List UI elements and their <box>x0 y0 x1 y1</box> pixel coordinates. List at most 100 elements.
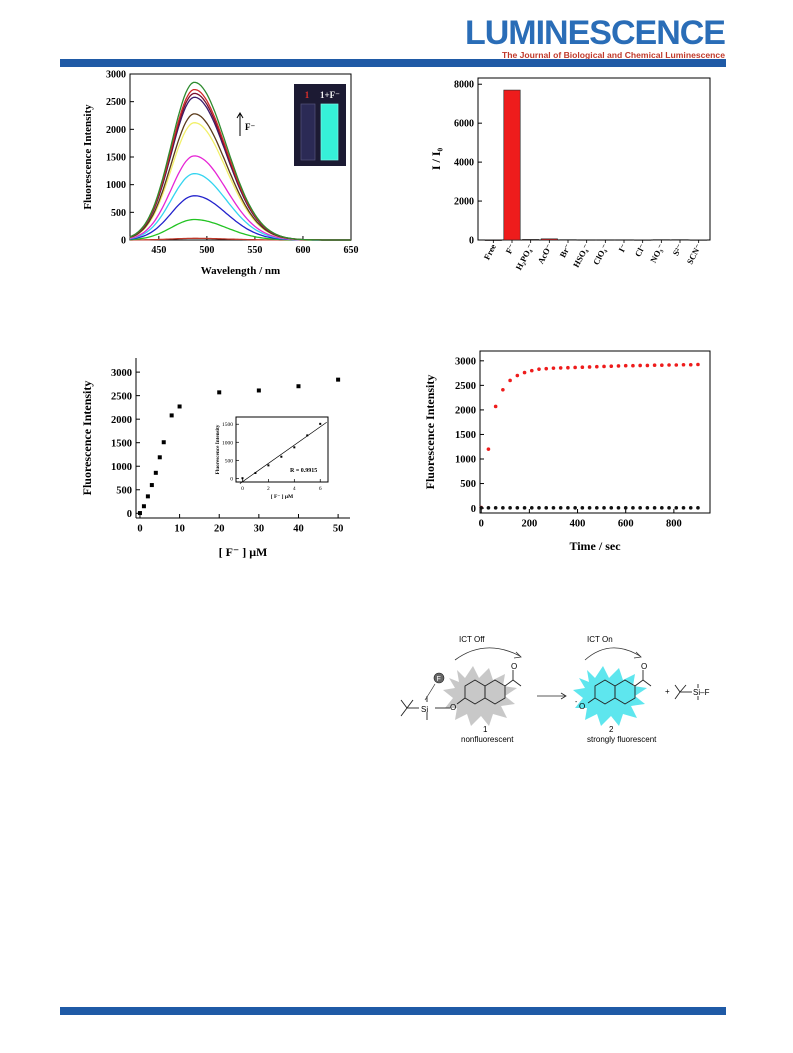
inset-point-6 <box>306 434 309 437</box>
y-tick-label: 3000 <box>111 368 132 379</box>
series-1-point-22 <box>631 363 635 368</box>
data-point-2 <box>141 504 146 509</box>
x-tick-label: 550 <box>247 245 262 256</box>
series-2-point-17 <box>595 506 599 510</box>
category-label: AcO⁻ <box>535 242 554 265</box>
series-1-point-2 <box>486 447 491 451</box>
kinetics-chart: 0 500 1000 1500 2000 2500 3000 0 200 400 600 800 Flu… <box>423 350 711 553</box>
inset-point-7 <box>319 422 322 425</box>
y-tick-label: 2000 <box>111 415 132 426</box>
y-tick-label: 3000 <box>455 356 476 367</box>
series-1-point-11 <box>551 366 556 370</box>
emission-spectra-chart: 0 500 1000 1500 2000 2500 3000 450 500 550 600 650 F… <box>82 70 359 277</box>
category-label: Free <box>482 242 499 261</box>
x-tick-label: 0 <box>137 524 142 535</box>
x-axis-label: Time / sec <box>569 539 621 553</box>
data-point-8 <box>169 413 174 418</box>
si-f-label: Si–F <box>693 688 710 697</box>
y-tick-label: 2500 <box>106 97 126 108</box>
inset-x-tick-label: 0 <box>241 486 244 492</box>
series-1-point-28 <box>674 363 679 367</box>
series-2-point-15 <box>580 506 585 510</box>
series-1-point-8 <box>529 368 534 373</box>
ketone-oxygen-1: O <box>511 662 517 671</box>
bar-2 <box>503 89 521 241</box>
series-1-point-12 <box>558 366 563 370</box>
fluoride-ion-icon <box>433 672 445 684</box>
photo-label-2: 1+F⁻ <box>320 90 340 100</box>
series-2-point-22 <box>631 506 635 510</box>
inset-y-tick-label: 1000 <box>222 440 233 446</box>
phenolate-oxygen: O <box>579 702 585 711</box>
series-1-point-13 <box>566 365 570 370</box>
x-tick-label: 10 <box>174 524 185 535</box>
category-label: Br⁻ <box>557 242 572 259</box>
series-2-point-1 <box>479 506 484 510</box>
series-1-point-15 <box>580 365 585 369</box>
journal-subtitle: The Journal of Biological and Chemical L… <box>501 50 725 60</box>
series-2-point-28 <box>674 506 679 510</box>
y-tick-label: 1500 <box>111 438 132 449</box>
data-point-9 <box>177 404 182 409</box>
y-tick-label: 1000 <box>111 462 132 473</box>
plot-frame <box>235 416 329 483</box>
y-tick-label: 1500 <box>106 153 126 164</box>
phenolate-charge: - <box>575 699 578 706</box>
compound-2-label: strongly fluorescent <box>587 735 657 744</box>
y-tick-label: 8000 <box>454 80 474 91</box>
y-tick-label: 1500 <box>455 430 476 441</box>
series-1-point-30 <box>688 362 693 367</box>
category-label: F⁻ <box>503 242 516 255</box>
inset-point-4 <box>280 455 283 458</box>
inset-x-tick-label: 4 <box>293 486 296 492</box>
naphthalene-structure-2 <box>587 670 652 705</box>
x-tick-label: 800 <box>666 519 682 530</box>
x-axis-label: Wavelength / nm <box>201 265 280 277</box>
cuvette-free <box>300 103 316 161</box>
reaction-scheme: ICT Off O O Si F 1 nonfluorescent ICT On <box>400 635 710 744</box>
selectivity-bar-chart: 0 2000 4000 6000 8000 I / I₀ Free F⁻H₂PO₄⁻ AcO⁻ B… <box>429 77 711 272</box>
naphthalene-structure-1 <box>456 670 522 705</box>
data-point-13 <box>336 377 341 382</box>
series-1-point-5 <box>508 378 512 383</box>
series-2-point-19 <box>609 506 614 510</box>
titration-arrow-label: F⁻ <box>245 122 255 132</box>
y-tick-label: 500 <box>116 485 132 496</box>
x-tick-label: 0 <box>479 519 484 530</box>
data-point-12 <box>296 384 301 389</box>
titration-arrow-head <box>236 112 244 119</box>
y-tick-label: 2000 <box>454 197 474 208</box>
y-tick-label: 4000 <box>454 158 474 169</box>
series-2-point-14 <box>573 506 577 510</box>
series-1-point-20 <box>616 364 621 368</box>
series-1-point-27 <box>667 363 671 367</box>
series-2-point-29 <box>681 506 686 510</box>
series-1-point-7 <box>522 370 527 375</box>
category-label: H₂PO₄⁻ <box>513 242 535 271</box>
ict-off-arrow <box>454 647 521 661</box>
compound-1-number: 1 <box>483 725 488 734</box>
journal-title: LUMINESCENCE <box>464 14 726 52</box>
series-1-point-19 <box>609 364 614 369</box>
series-2-point-25 <box>652 506 657 510</box>
series-1-point-10 <box>544 366 549 371</box>
journal-brand: LUMINESCENCE The Journal of Biological a… <box>464 14 726 60</box>
data-point-11 <box>256 388 261 393</box>
y-tick-label: 0 <box>121 236 126 247</box>
series-1-point-14 <box>573 365 577 370</box>
x-tick-label: 600 <box>618 519 634 530</box>
tbsf-structure <box>674 684 699 700</box>
x-tick-label: 50 <box>333 524 344 535</box>
inset-point-3 <box>267 464 270 467</box>
cuvette-fluoride <box>320 103 339 161</box>
series-1-point-24 <box>645 363 650 368</box>
series-2-point-4 <box>501 506 505 510</box>
series-2-point-13 <box>566 506 570 510</box>
series-2-point-5 <box>508 506 512 510</box>
bar-4 <box>540 238 558 241</box>
category-label: NO₃⁻ <box>648 242 666 264</box>
nonfluorescent-burst <box>443 666 517 726</box>
x-tick-label: 200 <box>521 519 537 530</box>
inset-fit-line <box>239 421 327 484</box>
